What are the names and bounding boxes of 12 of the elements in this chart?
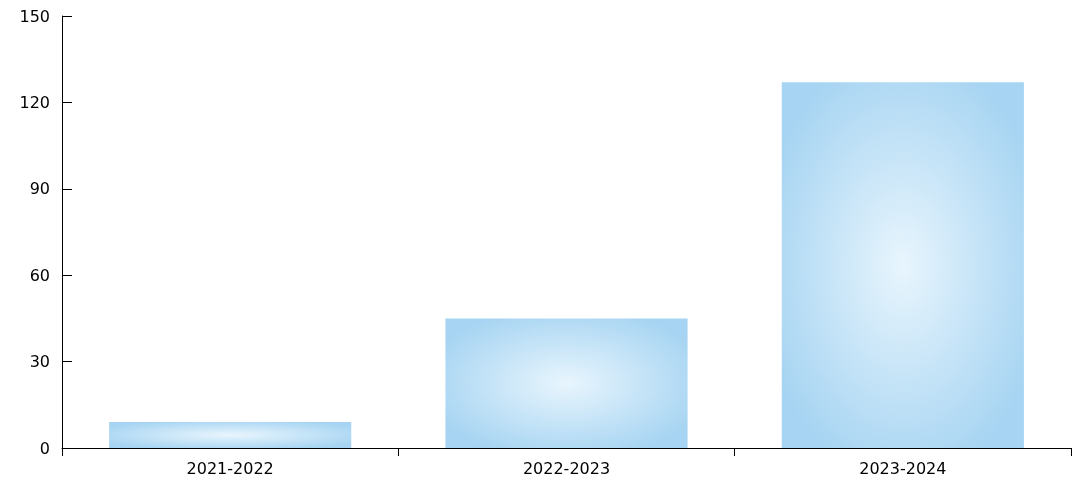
x-tick-label: 2022-2023 (522, 458, 611, 478)
y-tick-label: 90 (29, 179, 50, 199)
bar (445, 318, 688, 448)
y-tick-label: 30 (29, 352, 50, 372)
x-tick-label: 2023-2024 (859, 458, 947, 478)
x-tick-label: 2021-2022 (186, 458, 274, 478)
y-tick-label: 60 (29, 265, 50, 285)
y-tick-label: 0 (39, 438, 50, 458)
y-tick-label: 120 (19, 92, 50, 112)
y-tick-label: 150 (19, 6, 50, 26)
bar (109, 422, 352, 448)
bar (781, 82, 1024, 448)
